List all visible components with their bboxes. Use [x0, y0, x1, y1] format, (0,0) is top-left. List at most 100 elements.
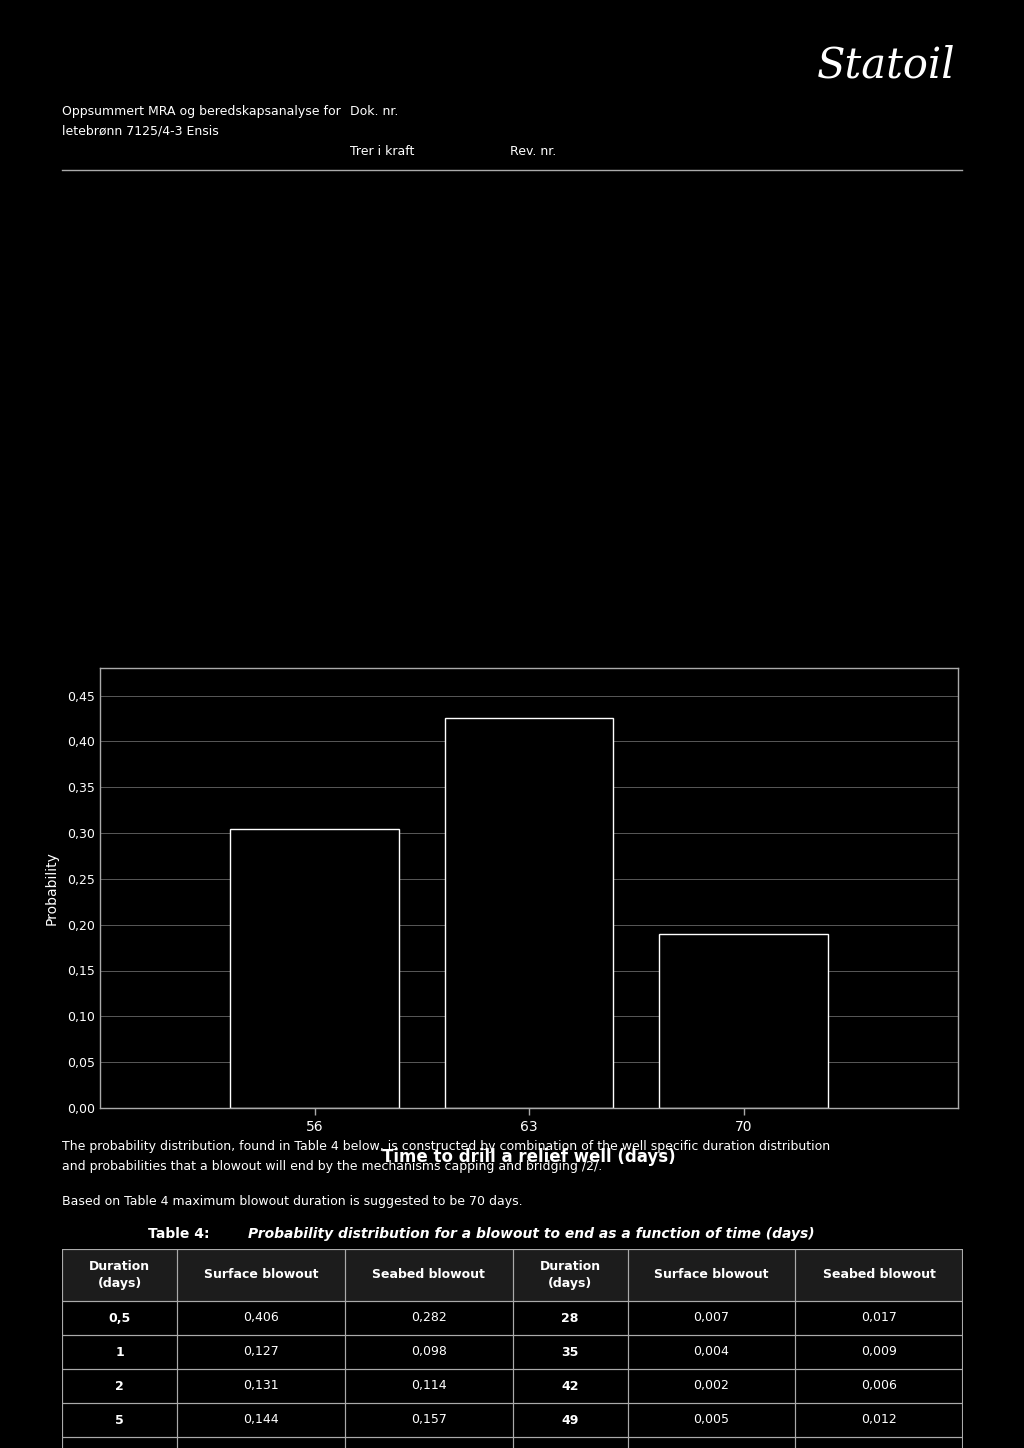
Text: 35: 35	[561, 1345, 579, 1358]
Bar	[62, 1335, 177, 1368]
Text: Table 4:: Table 4:	[148, 1226, 210, 1241]
Bar	[796, 1300, 963, 1335]
Text: 0,282: 0,282	[411, 1312, 446, 1325]
Bar	[62, 1403, 177, 1436]
Bar	[345, 1436, 512, 1448]
Bar	[628, 1335, 796, 1368]
Text: 5: 5	[116, 1413, 124, 1426]
Bar	[796, 1368, 963, 1403]
Text: 0,114: 0,114	[411, 1380, 446, 1393]
Bar	[177, 1335, 345, 1368]
Bar	[62, 1403, 177, 1436]
X-axis label: Time to drill a relief well (days): Time to drill a relief well (days)	[382, 1148, 676, 1166]
Bar	[796, 1403, 963, 1436]
Text: Status: Final: Status: Final	[430, 1402, 503, 1415]
Text: Based on Table 4 maximum blowout duration is suggested to be 70 days.: Based on Table 4 maximum blowout duratio…	[62, 1195, 522, 1208]
Bar	[177, 1403, 345, 1436]
Bar	[62, 1300, 177, 1335]
Bar	[177, 1436, 345, 1448]
Bar	[177, 1436, 345, 1448]
Bar	[628, 1335, 796, 1368]
Text: Oppsummert MRA og beredskapsanalyse for: Oppsummert MRA og beredskapsanalyse for	[62, 106, 341, 117]
Bar	[628, 1436, 796, 1448]
Text: 0,127: 0,127	[243, 1345, 279, 1358]
Text: 2: 2	[116, 1380, 124, 1393]
Bar	[512, 1403, 628, 1436]
Bar	[62, 1436, 177, 1448]
Bar	[796, 1436, 963, 1448]
Text: 0,157: 0,157	[411, 1413, 446, 1426]
Text: Surface blowout: Surface blowout	[204, 1268, 318, 1281]
Bar	[628, 1300, 796, 1335]
Bar	[177, 1250, 345, 1300]
Bar	[512, 1250, 628, 1300]
Text: Utløpsdato: 2014-06-21: Utløpsdato: 2014-06-21	[535, 1402, 675, 1415]
Bar	[628, 1250, 796, 1300]
Bar	[345, 1403, 512, 1436]
Bar	[177, 1335, 345, 1368]
Bar	[512, 1335, 628, 1368]
Bar	[345, 1250, 512, 1300]
Bar	[512, 1436, 628, 1448]
Text: Surface blowout: Surface blowout	[654, 1268, 769, 1281]
Bar	[345, 1335, 512, 1368]
Text: 0,009: 0,009	[861, 1345, 897, 1358]
Bar	[796, 1335, 963, 1368]
Bar	[177, 1250, 345, 1300]
Y-axis label: Probability: Probability	[45, 851, 58, 925]
Bar	[796, 1250, 963, 1300]
Text: 0,5: 0,5	[109, 1312, 131, 1325]
Bar	[230, 830, 398, 1108]
Bar	[512, 1300, 628, 1335]
Text: 0,004: 0,004	[693, 1345, 729, 1358]
Bar	[512, 1368, 628, 1403]
Text: 49: 49	[561, 1413, 579, 1426]
Bar	[345, 1368, 512, 1403]
Bar	[345, 1403, 512, 1436]
Bar	[628, 1368, 796, 1403]
Text: 0,131: 0,131	[244, 1380, 279, 1393]
Text: Probability distribution for a blowout to end as a function of time (days): Probability distribution for a blowout t…	[248, 1226, 815, 1241]
Bar	[796, 1250, 963, 1300]
Bar	[62, 1368, 177, 1403]
Bar	[62, 1335, 177, 1368]
Text: 0,007: 0,007	[693, 1312, 729, 1325]
Bar	[628, 1368, 796, 1403]
Bar	[512, 1436, 628, 1448]
Bar	[345, 1368, 512, 1403]
Bar	[512, 1300, 628, 1335]
Text: 0,406: 0,406	[243, 1312, 279, 1325]
Text: Gradering: Internal: Gradering: Internal	[62, 1402, 175, 1415]
Bar	[62, 1436, 177, 1448]
Text: Seabed blowout: Seabed blowout	[373, 1268, 485, 1281]
Text: Dok. nr.: Dok. nr.	[350, 106, 398, 117]
Text: letebrønn 7125/4-3 Ensis: letebrønn 7125/4-3 Ensis	[62, 125, 219, 138]
Text: 1: 1	[116, 1345, 124, 1358]
Bar	[796, 1436, 963, 1448]
Bar	[345, 1436, 512, 1448]
Bar	[628, 1403, 796, 1436]
Bar	[512, 1250, 628, 1300]
Bar	[628, 1403, 796, 1436]
Text: Side 41 av 43: Side 41 av 43	[881, 1402, 962, 1415]
Bar	[444, 718, 613, 1108]
Bar	[796, 1403, 963, 1436]
Bar	[796, 1335, 963, 1368]
Bar	[177, 1368, 345, 1403]
Bar	[345, 1300, 512, 1335]
Bar	[796, 1300, 963, 1335]
Bar	[659, 934, 827, 1108]
Bar	[62, 1368, 177, 1403]
Bar	[345, 1250, 512, 1300]
Text: 0,144: 0,144	[244, 1413, 279, 1426]
Text: 0,002: 0,002	[693, 1380, 729, 1393]
Text: and probabilities that a blowout will end by the mechanisms capping and bridging: and probabilities that a blowout will en…	[62, 1160, 602, 1173]
Text: 0,017: 0,017	[861, 1312, 897, 1325]
Bar	[628, 1300, 796, 1335]
Text: 28: 28	[561, 1312, 579, 1325]
Bar	[345, 1300, 512, 1335]
Bar	[177, 1368, 345, 1403]
Bar	[62, 1250, 177, 1300]
Text: 0,012: 0,012	[861, 1413, 897, 1426]
Text: Trer i kraft: Trer i kraft	[350, 145, 415, 158]
